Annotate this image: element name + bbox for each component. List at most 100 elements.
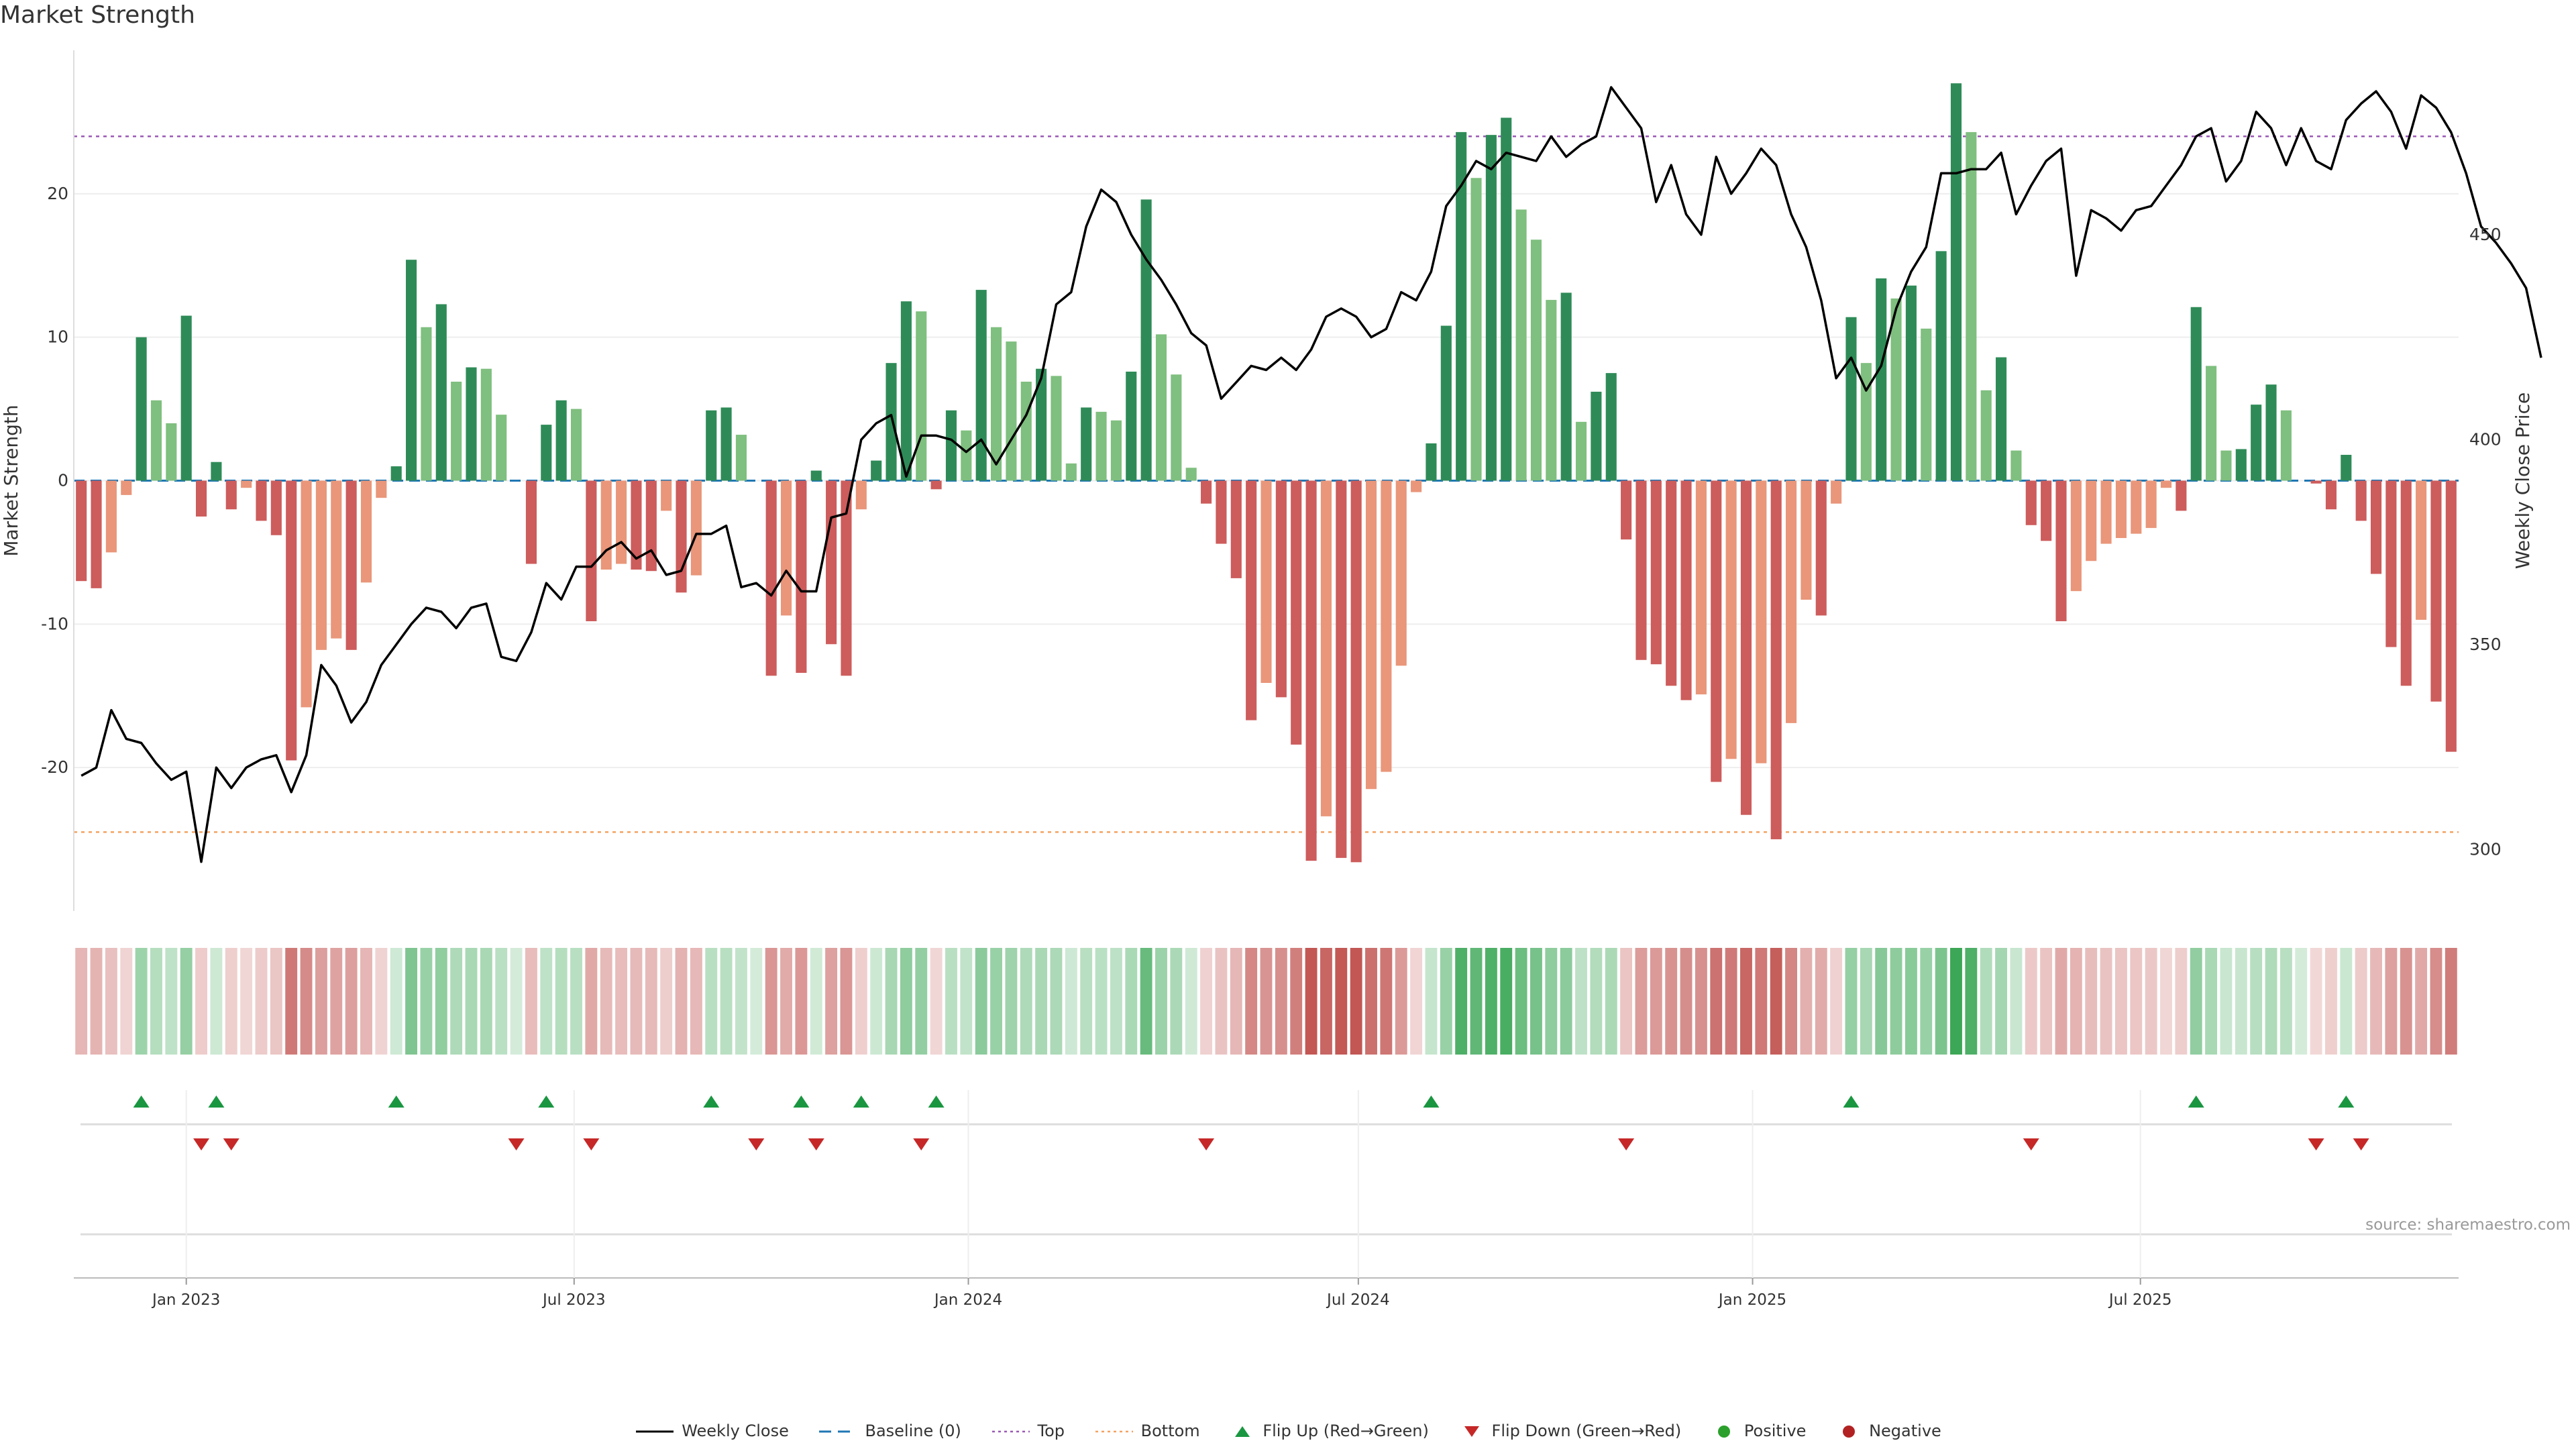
heat-cell [1110,948,1122,1055]
heat-cell [690,948,702,1055]
heat-cell [2415,948,2428,1055]
baseline-swatch [819,1430,857,1433]
heat-cell [1935,948,1947,1055]
heat-cell [675,948,688,1055]
strength-heat-strip [75,948,2457,1055]
strength-bar [1020,381,1032,481]
legend-weekly-close: Weekly Close [635,1421,789,1440]
strength-bar [916,311,927,481]
heat-cell [1560,948,1572,1055]
heat-cell [600,948,612,1055]
flip-down-marker [583,1138,600,1150]
strength-bar [2445,480,2457,752]
heat-cell [2265,948,2277,1055]
heat-cell [1155,948,1167,1055]
strength-bar [1440,325,1452,481]
heat-cell [645,948,657,1055]
strength-bar [975,290,987,481]
strength-bar [1336,480,1347,858]
heat-cell [1065,948,1077,1055]
strength-bar [1051,376,1062,481]
heat-cell [75,948,88,1055]
x-tick-label: Jul 2025 [2108,1291,2172,1309]
heat-cell [1005,948,1018,1055]
y-tick-label: -10 [41,614,68,633]
strength-bar [2355,480,2367,521]
heat-cell [1080,948,1093,1055]
strength-bar [1411,480,1422,492]
heat-cell [870,948,883,1055]
heat-cell [1620,948,1633,1055]
strength-bar [180,315,192,481]
negative-dot-icon [1843,1426,1856,1438]
strength-bar [301,480,312,708]
strength-bar [315,480,327,650]
heat-cell [780,948,792,1055]
strength-bar [1650,480,1662,665]
strength-bar [2265,384,2277,481]
heat-cell [1605,948,1617,1055]
strength-bar [2416,480,2427,620]
flip-down-marker [2023,1138,2039,1150]
flip-up-marker [1843,1095,1860,1108]
heat-cell [1740,948,1752,1055]
heat-cell [2145,948,2157,1055]
strength-bar [466,367,477,481]
strength-bar [1591,391,1602,481]
heat-cell [1845,948,1858,1055]
strength-bar [796,480,807,674]
strength-bar [1980,390,1992,481]
strength-bar [2086,480,2097,561]
strength-bar [225,480,237,510]
legend-top: Top [991,1421,1065,1440]
heat-cell [930,948,943,1055]
strength-bar [1770,480,1782,840]
heat-cell [1260,948,1273,1055]
flip-up-marker [1423,1095,1440,1108]
flip-down-marker [223,1138,239,1150]
heat-cell [1530,948,1542,1055]
heat-cell [345,948,358,1055]
heat-cell [1815,948,1827,1055]
heat-cell [210,948,223,1055]
strength-bar [1756,480,1767,763]
legend-flip-down: Flip Down (Green→Red) [1458,1421,1681,1440]
heat-cell [1575,948,1587,1055]
weekly-close-swatch [636,1430,674,1433]
strength-bar [930,480,942,490]
strength-bar [720,407,732,481]
heat-cell [2205,948,2218,1055]
heat-cell [300,948,313,1055]
strength-bar [1950,83,1962,481]
strength-bar [600,480,612,570]
strength-bar [1501,117,1512,481]
heat-cell [1695,948,1707,1055]
strength-bar [555,400,567,481]
strength-bar [1185,468,1197,481]
strength-bar [331,480,342,639]
strength-bar [1126,371,1137,481]
y2-tick-label: 400 [2469,429,2502,449]
flip-down-marker [508,1138,525,1150]
strength-bars [76,83,2457,863]
strength-bar [1006,341,1017,481]
strength-bar [1605,373,1617,481]
heat-cell [1785,948,1797,1055]
strength-bar [195,480,207,517]
heat-cell [1950,948,1962,1055]
strength-bar [1711,480,1722,782]
strength-bar [1381,480,1392,772]
heat-cell [1320,948,1332,1055]
heat-cell [1230,948,1242,1055]
strength-bar [1470,178,1482,481]
heat-cell [660,948,673,1055]
strength-bar [2010,450,2022,481]
legend-label: Bottom [1140,1421,1200,1440]
heat-cell [1680,948,1693,1055]
heat-cell [1290,948,1303,1055]
heat-cell [135,948,148,1055]
strength-bar [2206,366,2217,481]
heat-cell [510,948,523,1055]
heat-cell [615,948,628,1055]
